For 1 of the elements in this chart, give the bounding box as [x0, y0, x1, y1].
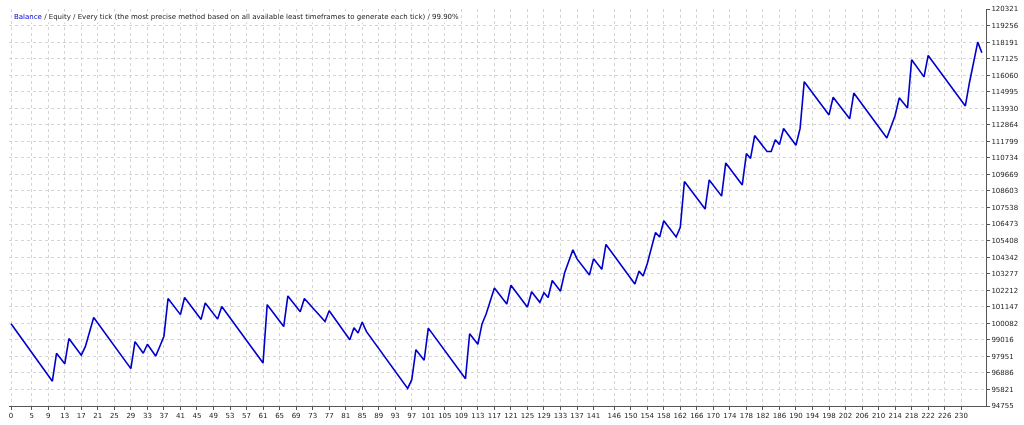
line-series: [10, 41, 983, 390]
